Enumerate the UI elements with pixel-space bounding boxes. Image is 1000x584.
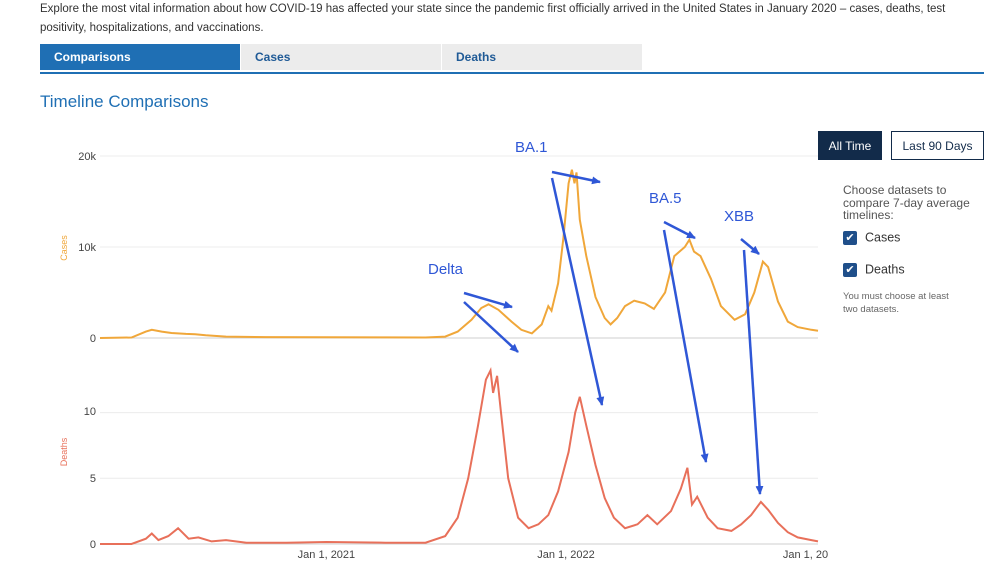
annotation-ba5: BA.5 — [649, 190, 682, 207]
all-time-button[interactable]: All Time — [818, 131, 882, 160]
annotation-delta: Delta — [428, 261, 464, 278]
deaths-y-tick: 10 — [84, 406, 96, 418]
tab-cases[interactable]: Cases — [241, 44, 441, 70]
annotation-arrow — [550, 177, 605, 406]
cases-series-line — [99, 169, 819, 339]
annotation-arrow — [662, 229, 709, 463]
cases-y-axis-label: Cases — [59, 235, 69, 261]
tab-bar: Comparisons Cases Deaths — [40, 44, 984, 74]
intro-line-1: Explore the most vital information about… — [40, 3, 946, 15]
cases-checkbox-label: Cases — [865, 230, 901, 245]
dataset-note: You must choose at least two datasets. — [843, 291, 949, 315]
x-tick-label: Jan 1, 2022 — [537, 549, 595, 561]
intro-text: Explore the most vital information about… — [40, 0, 990, 38]
checkmark-icon: ✔ — [843, 262, 857, 277]
dataset-prompt: Choose datasets to compare 7-day average… — [843, 183, 970, 222]
annotation-arrow — [463, 291, 513, 309]
tab-comparisons[interactable]: Comparisons — [40, 44, 240, 70]
annotation-ba1: BA.1 — [515, 139, 548, 156]
cases-grid — [100, 155, 818, 339]
annotation-arrow — [742, 249, 764, 495]
annotation-arrow — [463, 301, 519, 353]
x-tick-label: Jan 1, 20 — [783, 549, 828, 561]
annotation-arrow — [551, 170, 601, 185]
cases-y-tick: 10k — [78, 242, 96, 254]
section-title: Timeline Comparisons — [40, 92, 209, 111]
annotation-arrow — [740, 238, 760, 255]
deaths-y-tick: 0 — [90, 539, 96, 551]
deaths-y-axis-label: Deaths — [59, 437, 69, 466]
x-tick-label: Jan 1, 2021 — [298, 549, 356, 561]
tab-deaths[interactable]: Deaths — [442, 44, 642, 70]
deaths-checkbox[interactable]: ✔ Deaths — [843, 262, 905, 278]
deaths-y-tick: 5 — [90, 473, 96, 485]
deaths-grid — [100, 412, 818, 545]
deaths-checkbox-label: Deaths — [865, 262, 905, 277]
intro-line-2: positivity, hospitalizations, and vaccin… — [40, 22, 264, 34]
cases-y-tick: 20k — [78, 151, 96, 163]
cases-checkbox[interactable]: ✔ Cases — [843, 230, 900, 246]
checkmark-icon: ✔ — [843, 230, 857, 245]
deaths-series-line — [100, 367, 819, 545]
cases-y-tick: 0 — [90, 333, 96, 345]
last-90-days-button[interactable]: Last 90 Days — [891, 131, 984, 160]
annotation-arrow — [663, 220, 696, 240]
annotation-xbb: XBB — [724, 208, 754, 225]
